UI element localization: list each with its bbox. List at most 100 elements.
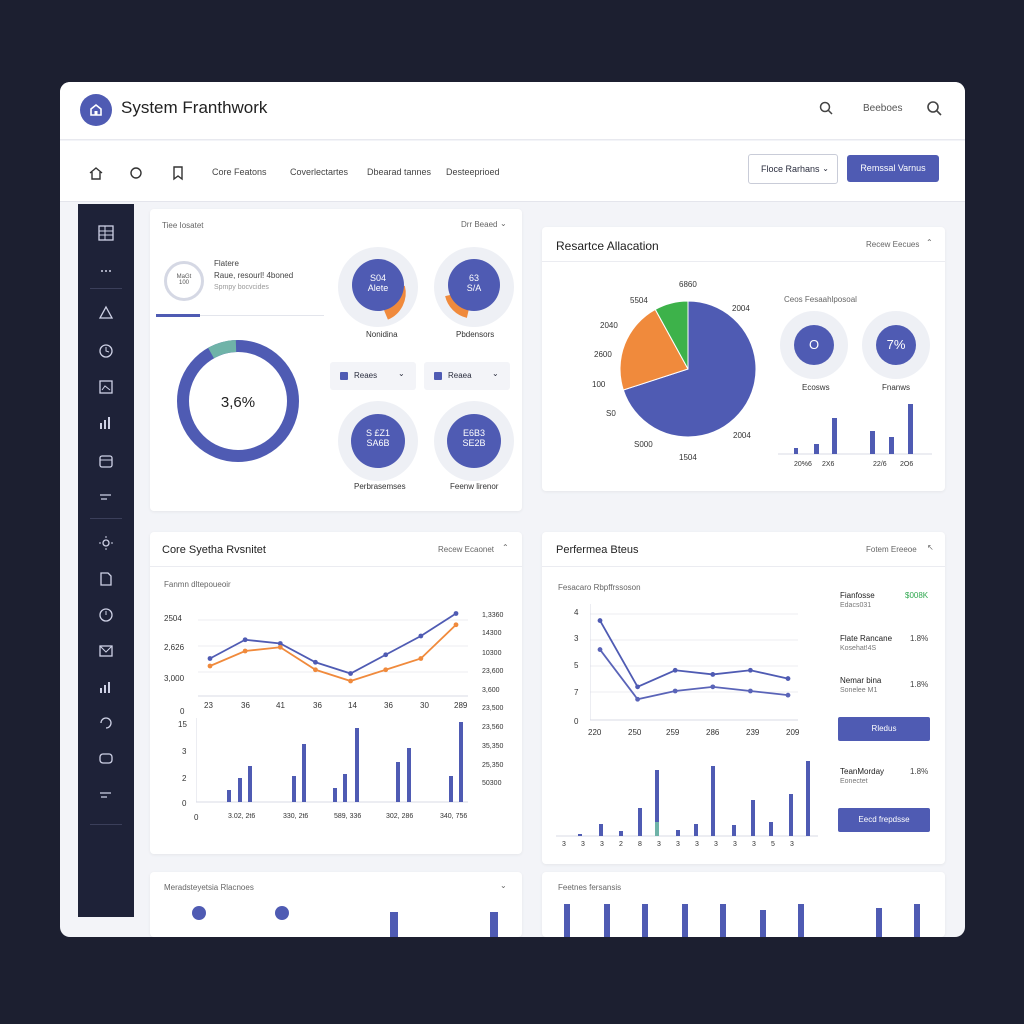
refresh-icon[interactable] bbox=[128, 165, 144, 181]
chevron-up-icon[interactable]: ⌃ bbox=[926, 238, 933, 247]
bar bbox=[343, 774, 347, 802]
topbar-label[interactable]: Beeboes bbox=[863, 103, 903, 114]
nav-link-dbearad[interactable]: Dbearad tannes bbox=[367, 167, 432, 177]
x-tick: 250 bbox=[628, 728, 642, 737]
sync-icon[interactable] bbox=[97, 714, 115, 732]
pie-label: 1504 bbox=[679, 453, 697, 462]
bar-label: 2O6 bbox=[900, 461, 914, 468]
stat-title: Nemar bina bbox=[840, 676, 882, 685]
divider bbox=[542, 261, 945, 262]
card-action[interactable]: Recew Eecues bbox=[866, 240, 920, 249]
dial-line: 63 bbox=[468, 273, 479, 283]
point bbox=[275, 906, 289, 920]
more-icon[interactable] bbox=[97, 262, 115, 280]
x-tick: 14 bbox=[348, 701, 357, 710]
x-tick: 3 bbox=[714, 841, 718, 848]
y-right-tick: 25,350 bbox=[482, 762, 504, 769]
action-button[interactable]: Rledus bbox=[838, 717, 930, 741]
bar bbox=[914, 904, 920, 937]
y-right-tick: 10300 bbox=[482, 650, 502, 657]
x-tick: 3 bbox=[733, 841, 737, 848]
data-point bbox=[313, 659, 318, 665]
data-point bbox=[597, 618, 603, 623]
chevron-down-icon[interactable]: ⌄ bbox=[500, 881, 507, 890]
data-point bbox=[313, 667, 318, 673]
x-tick: 36 bbox=[313, 701, 322, 710]
select-label: Reaea bbox=[448, 371, 472, 380]
bar bbox=[789, 794, 793, 836]
home-icon[interactable] bbox=[88, 165, 104, 181]
bookmark-icon[interactable] bbox=[170, 165, 186, 181]
alert-icon[interactable] bbox=[97, 304, 115, 322]
series-line bbox=[209, 624, 457, 682]
arrows-icon[interactable] bbox=[97, 488, 115, 506]
dial-value: O bbox=[794, 325, 834, 365]
bar-chart-icon[interactable] bbox=[97, 414, 115, 432]
chat-icon[interactable] bbox=[97, 750, 115, 768]
search-icon[interactable] bbox=[818, 100, 834, 116]
settings-icon[interactable] bbox=[97, 534, 115, 552]
mail-icon[interactable] bbox=[97, 642, 115, 660]
route-icon[interactable] bbox=[97, 786, 115, 804]
data-point bbox=[383, 652, 389, 658]
stat-sub: Sonelee M1 bbox=[840, 687, 878, 694]
bar bbox=[769, 822, 773, 836]
nav-link-desteep[interactable]: Desteeprioed bbox=[446, 167, 500, 177]
primary-action-button[interactable]: Remssal Varnus bbox=[847, 155, 939, 182]
bar bbox=[449, 776, 453, 802]
stat-value: 1.8% bbox=[910, 634, 929, 643]
gauge-icon[interactable] bbox=[97, 606, 115, 624]
x-tick: 220 bbox=[588, 728, 602, 737]
overview-card: Tiee Iosatet Drr Beaed ⌄ MaGt 100 Flater… bbox=[150, 209, 522, 511]
stat-sub: Kosehat!4S bbox=[840, 645, 877, 652]
chevron-up-icon[interactable]: ⌃ bbox=[502, 543, 509, 552]
bar bbox=[292, 776, 296, 802]
analytics-icon[interactable] bbox=[97, 678, 115, 696]
metric-dial: 7% bbox=[862, 311, 930, 379]
nav-bar: Core Featons Coverlectartes Dbearad tann… bbox=[60, 141, 965, 202]
pie-label: 5504 bbox=[630, 296, 648, 305]
document-icon[interactable] bbox=[97, 570, 115, 588]
pie-label: S0 bbox=[606, 409, 616, 418]
clock-icon[interactable] bbox=[97, 342, 115, 360]
metric-select[interactable]: Reaes ⌄ bbox=[330, 362, 416, 390]
card-action[interactable]: Fotem Ereeoe bbox=[866, 545, 917, 554]
image-icon[interactable] bbox=[97, 378, 115, 396]
bar bbox=[333, 788, 337, 802]
search-icon[interactable] bbox=[925, 99, 943, 117]
metric-select[interactable]: Reaea ⌄ bbox=[424, 362, 510, 390]
sidebar-divider bbox=[90, 288, 122, 289]
chevron-down-icon: ⌄ bbox=[398, 369, 405, 378]
calendar-icon[interactable] bbox=[97, 452, 115, 470]
filter-select[interactable]: Floce Rarhans ⌄ bbox=[748, 154, 838, 184]
chevron-down-icon: ⌄ bbox=[822, 164, 829, 173]
card-action[interactable]: Drr Beaed bbox=[461, 220, 498, 229]
action-button[interactable]: Eecd frepdsse bbox=[838, 808, 930, 832]
bar bbox=[806, 761, 810, 836]
collapse-icon[interactable]: ↖ bbox=[927, 543, 934, 552]
x-tick: 8 bbox=[638, 841, 642, 848]
x-tick: 3 bbox=[562, 841, 566, 848]
data-point bbox=[418, 656, 424, 661]
bar bbox=[564, 904, 570, 937]
x-tick: 302, 286 bbox=[386, 813, 414, 820]
nav-link-core[interactable]: Core Featons bbox=[212, 167, 267, 177]
data-point bbox=[207, 656, 213, 661]
stat-title: Fianfosse bbox=[840, 591, 875, 600]
table-icon[interactable] bbox=[97, 224, 115, 242]
x-tick: 36 bbox=[384, 701, 393, 710]
dial-label: Feenw lirenor bbox=[450, 482, 499, 491]
x-tick: 3 bbox=[600, 841, 604, 848]
bar bbox=[751, 800, 755, 836]
bar bbox=[889, 437, 894, 454]
card-action[interactable]: Recew Ecaonet bbox=[438, 545, 495, 554]
chevron-down-icon[interactable]: ⌄ bbox=[500, 219, 507, 228]
card-subtitle: Ceos Fesaahlposoal bbox=[784, 295, 857, 304]
y-right-tick: 23,560 bbox=[482, 724, 504, 731]
nav-link-cover[interactable]: Coverlectartes bbox=[290, 167, 349, 177]
data-point bbox=[348, 671, 353, 676]
filter-select-value: Floce Rarhans bbox=[761, 164, 820, 174]
x-tick: 36 bbox=[241, 701, 250, 710]
x-tick: 5 bbox=[771, 841, 775, 848]
pie-slice bbox=[622, 300, 757, 438]
